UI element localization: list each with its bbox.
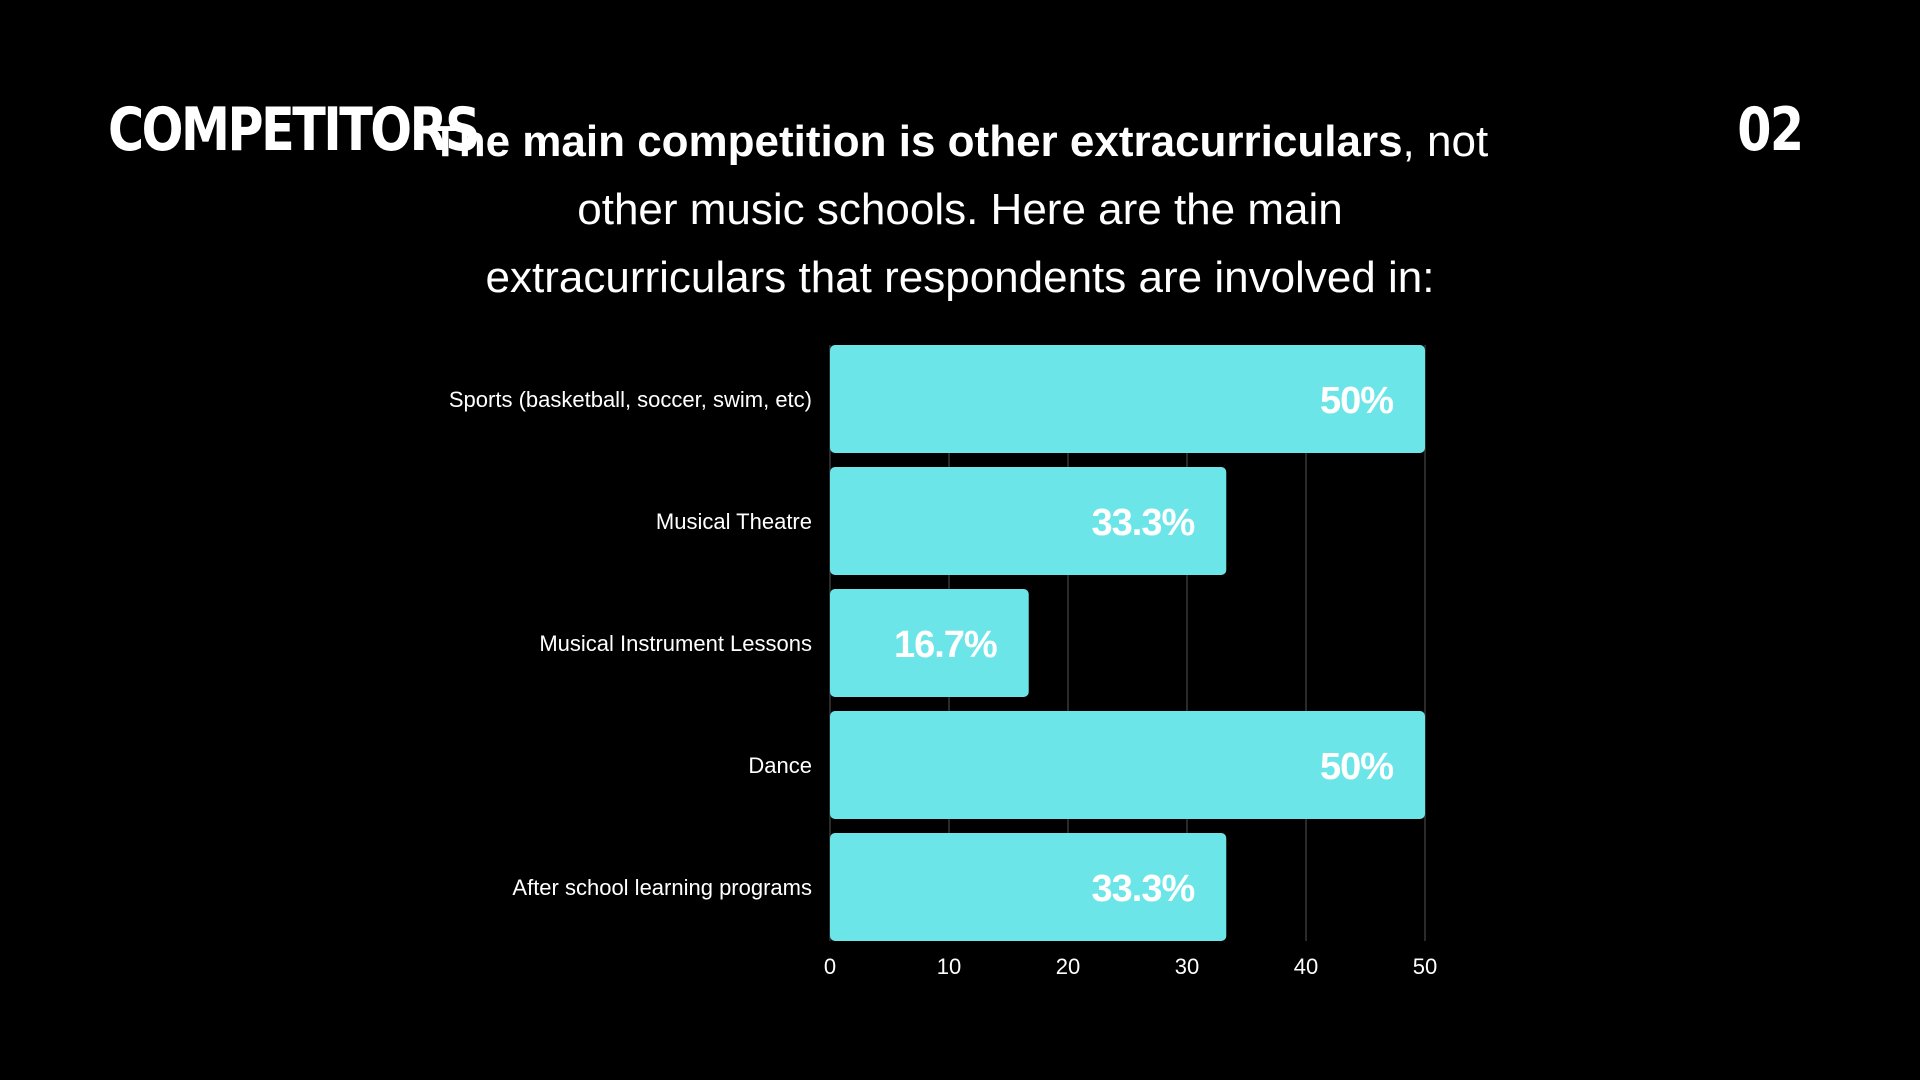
bar — [830, 833, 1227, 941]
bar — [830, 467, 1227, 575]
bar-data-label: 50% — [1320, 380, 1393, 422]
bar — [830, 711, 1425, 819]
x-axis-ticks: 0 10 20 30 40 50 — [824, 954, 1437, 979]
bars: 50% 33.3% 16.7% 50% 33.3% — [830, 345, 1425, 941]
x-tick-label: 0 — [824, 954, 836, 979]
bar-data-label: 33.3% — [1092, 502, 1195, 544]
bar — [830, 345, 1425, 453]
category-label: Dance — [748, 753, 812, 778]
section-label: COMPETITORS — [108, 95, 481, 165]
x-tick-label: 30 — [1175, 954, 1199, 979]
x-tick-label: 40 — [1294, 954, 1318, 979]
category-label: Musical Instrument Lessons — [539, 631, 812, 656]
bar-data-label: 16.7% — [894, 624, 997, 666]
bar — [830, 589, 1029, 697]
headline: The main competition is other extracurri… — [430, 108, 1490, 312]
headline-rest: , not other music schools. Here are the … — [485, 117, 1489, 302]
x-tick-label: 50 — [1413, 954, 1437, 979]
bar-data-label: 50% — [1320, 746, 1393, 788]
category-label: Sports (basketball, soccer, swim, etc) — [449, 387, 812, 412]
category-labels: Sports (basketball, soccer, swim, etc) Mu… — [449, 387, 812, 900]
headline-lead: The main competition is other extracurri… — [431, 117, 1403, 166]
bar-data-label: 33.3% — [1092, 868, 1195, 910]
page-number: 02 — [1736, 95, 1804, 165]
x-tick-label: 20 — [1056, 954, 1080, 979]
category-label: Musical Theatre — [656, 509, 812, 534]
category-label: After school learning programs — [512, 875, 812, 900]
x-tick-label: 10 — [937, 954, 961, 979]
